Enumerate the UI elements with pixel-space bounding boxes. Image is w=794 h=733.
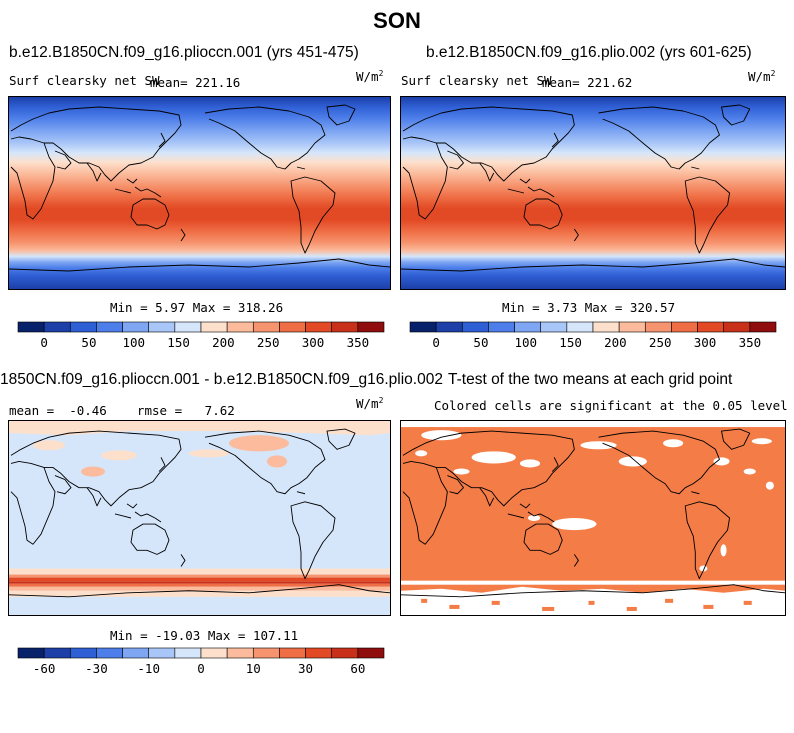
panel4-subtitle: Colored cells are significant at the 0.0… — [434, 398, 788, 413]
panel2-colorbar-box — [488, 321, 515, 333]
panel2-colorbar-box — [540, 321, 568, 333]
panel2-colorbar-tick-label: 100 — [514, 335, 537, 350]
panel1-colorbar-tick-label: 100 — [122, 335, 145, 350]
panel1-colorbar-tick-label: 50 — [81, 335, 96, 350]
panel4-title: T-test of the two means at each grid poi… — [448, 371, 733, 388]
panel3-colorbar-box — [69, 647, 97, 659]
panel2-colorbar-tick-label: 200 — [604, 335, 627, 350]
panel3-colorbar: -60 -30 -10 0 10 30 60 — [17, 647, 385, 682]
panel1-colorbar-tick-label: 350 — [347, 335, 370, 350]
panel3-colorbar-tick-label: -30 — [85, 661, 108, 676]
panel1-title: b.e12.B1850CN.f09_g16.plioccn.001 (yrs 4… — [9, 44, 359, 61]
panel3-colorbar-tick-label: 10 — [246, 661, 261, 676]
panel1-colorbar-box — [96, 321, 123, 333]
panel1-colorbar-box — [226, 321, 254, 333]
panel1-colorbar-box — [17, 321, 45, 333]
panel1-colorbar-tick-label: 0 — [40, 335, 48, 350]
panel2-colorbar-tick-label: 150 — [559, 335, 582, 350]
panel1-minmax: Min = 5.97 Max = 318.26 — [110, 300, 284, 315]
panel4-map — [400, 420, 786, 616]
panel1-colorbar-tick-label: 200 — [212, 335, 235, 350]
panel2-colorbar-box — [514, 321, 542, 333]
panel3-stats: mean = -0.46 rmse = 7.62 — [9, 403, 235, 418]
panel3-map — [8, 420, 391, 616]
panel3-colorbar-tick-label: 30 — [298, 661, 313, 676]
panel1-colorbar-tick-label: 150 — [167, 335, 190, 350]
panel3-colorbar-box — [252, 647, 280, 659]
panel3-colorbar-tick-label: -10 — [137, 661, 160, 676]
panel3-colorbar-box — [357, 647, 385, 659]
panel1-units: W/m2 — [356, 69, 384, 85]
panel3-colorbar-box — [331, 647, 359, 659]
panel1-colorbar-box — [331, 321, 359, 333]
panel2-colorbar-tick-label: 250 — [649, 335, 672, 350]
panel3-colorbar-box — [226, 647, 254, 659]
panel1-colorbar-box — [357, 321, 385, 333]
panel3-colorbar-box — [174, 647, 202, 659]
panel1-colorbar-box — [69, 321, 97, 333]
panel3-colorbar-box — [200, 647, 228, 659]
panel3-colorbar-box — [279, 647, 306, 659]
panel2-colorbar-tick-label: 300 — [694, 335, 717, 350]
panel2-colorbar-tick-label: 0 — [432, 335, 440, 350]
panel3-minmax: Min = -19.03 Max = 107.11 — [110, 628, 299, 643]
panel2-minmax: Min = 3.73 Max = 320.57 — [502, 300, 676, 315]
panel2-colorbar-box — [461, 321, 489, 333]
figure-title: SON — [373, 8, 421, 33]
panel1-colorbar-box — [305, 321, 333, 333]
panel2-colorbar-box — [435, 321, 463, 333]
panel2-units: W/m2 — [748, 69, 776, 85]
panel1-colorbar-box — [252, 321, 280, 333]
panel2-colorbar-box — [697, 321, 725, 333]
panel3-title: 1850CN.f09_g16.plioccn.001 - b.e12.B1850… — [0, 371, 443, 388]
panel3-colorbar-tick-label: -60 — [33, 661, 56, 676]
panel1-colorbar-box — [200, 321, 228, 333]
panel1-colorbar-box — [122, 321, 150, 333]
panel2-colorbar-box — [409, 321, 437, 333]
panel1-colorbar-box — [43, 321, 71, 333]
panel2-colorbar-tick-label: 350 — [739, 335, 762, 350]
panel2-colorbar-box — [566, 321, 594, 333]
panel1-colorbar: 0 50 100 150 200 250 300 350 — [17, 321, 385, 356]
panel3-colorbar-tick-label: 0 — [197, 661, 205, 676]
panel3-colorbar-tick-label: 60 — [350, 661, 365, 676]
panel2-colorbar-box — [618, 321, 646, 333]
panel2-title: b.e12.B1850CN.f09_g16.plio.002 (yrs 601-… — [426, 44, 752, 61]
panel2-colorbar-box — [592, 321, 620, 333]
panel3-colorbar-box — [96, 647, 123, 659]
panel3-colorbar-box — [122, 647, 150, 659]
panel2-colorbar-box — [723, 321, 751, 333]
panel2-map — [400, 96, 786, 290]
panel1-colorbar-box — [279, 321, 306, 333]
panel3-colorbar-box — [43, 647, 71, 659]
panel1-colorbar-box — [174, 321, 202, 333]
panel2-mean: mean= 221.62 — [542, 75, 633, 90]
panel3-colorbar-box — [17, 647, 45, 659]
panel2-colorbar-box — [644, 321, 672, 333]
panel1-colorbar-tick-label: 300 — [302, 335, 325, 350]
panel2-colorbar-box — [749, 321, 777, 333]
panel3-colorbar-box — [148, 647, 176, 659]
panel2-colorbar: 0 50 100 150 200 250 300 350 — [409, 321, 777, 356]
panel2-variable-label: Surf clearsky net SW — [401, 73, 552, 88]
panel1-colorbar-box — [148, 321, 176, 333]
panel1-mean: mean= 221.16 — [150, 75, 241, 90]
panel1-variable-label: Surf clearsky net SW — [9, 73, 160, 88]
panel1-map — [8, 96, 391, 290]
panel2-colorbar-tick-label: 50 — [473, 335, 488, 350]
panel3-units: W/m2 — [356, 396, 384, 412]
panel2-colorbar-box — [671, 321, 698, 333]
panel3-colorbar-box — [305, 647, 333, 659]
panel1-colorbar-tick-label: 250 — [257, 335, 280, 350]
